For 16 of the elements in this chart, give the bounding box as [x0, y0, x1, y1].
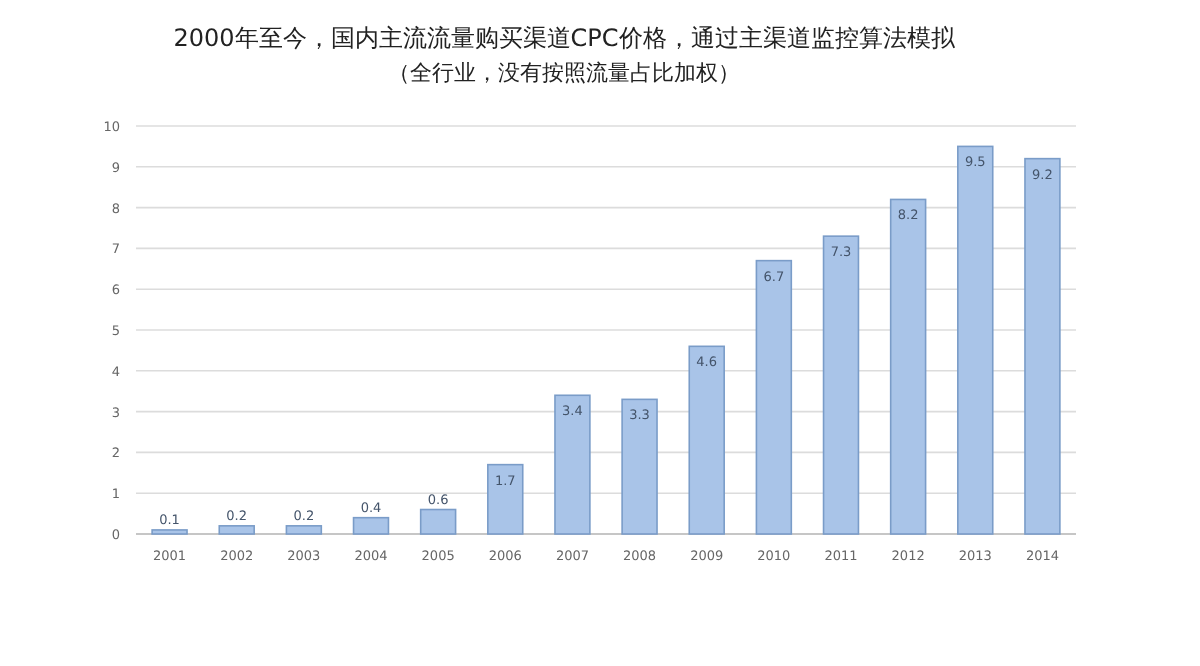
bar	[688, 345, 725, 535]
bar	[285, 525, 323, 535]
bar	[487, 463, 524, 535]
chart-title: 2000年至今，国内主流流量购买渠道CPC价格，通过主渠道监控算法模拟	[173, 24, 957, 52]
bar	[218, 525, 255, 535]
bar	[889, 198, 927, 535]
bar	[352, 516, 390, 535]
bar	[822, 235, 860, 535]
bar	[755, 259, 793, 535]
bar	[1024, 157, 1061, 535]
bar	[621, 398, 658, 535]
bar	[419, 508, 457, 535]
chart-subtitle: （全行业，没有按照流量占比加权）	[388, 60, 740, 86]
bar	[957, 145, 994, 535]
bar	[554, 394, 591, 535]
bar	[151, 529, 188, 535]
